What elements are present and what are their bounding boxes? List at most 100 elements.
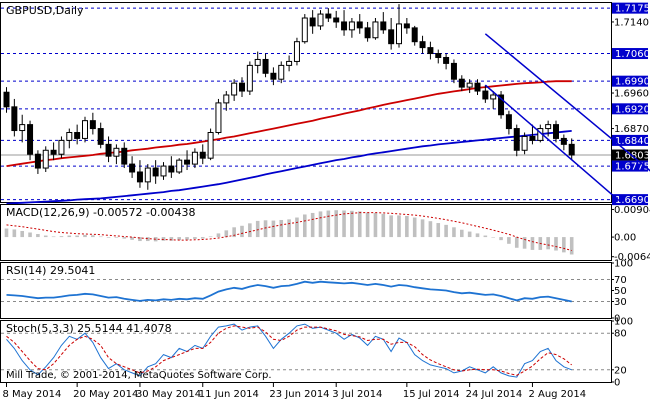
candle-body (113, 147, 120, 157)
macd-bar (255, 220, 260, 238)
macd-bar (436, 223, 441, 238)
candle-body (521, 135, 528, 151)
candle-body (3, 91, 10, 108)
macd-bar (75, 235, 79, 238)
candle-body (474, 82, 481, 92)
ma-fast-line (6, 130, 572, 205)
macd-bar (106, 237, 111, 238)
candle-body (215, 102, 222, 134)
macd-bar (161, 237, 166, 241)
macd-bar (130, 237, 134, 240)
candle-body (270, 72, 277, 80)
candle-body (58, 139, 65, 155)
rsi-line (6, 280, 572, 303)
macd-pane-frame (0, 204, 612, 261)
copyright: Mill Trade, © 2001-2014, MetaQuotes Soft… (6, 370, 272, 381)
macd-bar (334, 210, 338, 238)
candle-body (348, 21, 355, 31)
price-tick-label: 1.6870 (614, 124, 649, 135)
candle-body (254, 58, 261, 66)
candle-body (89, 120, 96, 130)
macd-bar (310, 212, 315, 238)
macd-bar (303, 214, 307, 238)
date-tick-label: 24 Jul 2014 (466, 389, 523, 400)
date-tick-label: 8 May 2014 (3, 389, 62, 400)
candle-body (356, 21, 363, 29)
candle-body (317, 13, 324, 27)
candle-body (121, 147, 128, 165)
date-tick-label: 2 Aug 2014 (528, 389, 586, 400)
date-tick-label: 3 Jul 2014 (332, 389, 382, 400)
rsi-tick-label: 30 (614, 297, 627, 308)
candle-body (286, 60, 293, 66)
level-label: 1.7175 (615, 4, 650, 15)
date-tick-label: 20 May 2014 (73, 389, 138, 400)
candle-body (435, 53, 442, 58)
candle-body (66, 132, 73, 141)
macd-bar (91, 235, 95, 238)
candle-body (364, 27, 371, 39)
level-tag (612, 134, 648, 146)
macd-bar (412, 217, 417, 238)
macd-bar (224, 230, 229, 238)
macd-bar (357, 211, 362, 238)
candle-body (443, 56, 450, 64)
candle-body (97, 128, 104, 145)
macd-bar (279, 219, 284, 238)
stoch-tick-label: 100 (614, 317, 633, 328)
trend-channel (484, 33, 650, 201)
level-tag (612, 103, 648, 115)
price-levels: 1.7175 1.7060 1.6990 1.6920 1.6840 1.6775 1.66… (1, 2, 650, 206)
candle-body (19, 124, 26, 132)
macd-bar (397, 215, 401, 238)
candle-body (199, 151, 206, 159)
macd-tick-label: 0.00 (614, 233, 636, 244)
date-tick-label: 11 Jun 2014 (199, 389, 259, 400)
candle-body (333, 17, 340, 23)
macd-bar (428, 221, 433, 238)
level-tag (612, 194, 648, 206)
macd-bar (389, 215, 393, 238)
candle-body (529, 135, 536, 141)
macd-bar (530, 237, 535, 250)
candle-body (427, 47, 434, 55)
stoch-tick-label: 0 (614, 378, 620, 389)
candle-body (505, 114, 512, 130)
stoch-label: Stoch(5,3,3) 25.5144 41.4078 (6, 322, 172, 335)
macd-bar (67, 235, 72, 238)
macd-bar (20, 230, 24, 238)
macd-bar (444, 224, 448, 238)
macd-tick-label: -0.00642 (614, 252, 650, 263)
candle-body (490, 94, 497, 100)
level-label: 1.6920 (615, 104, 650, 115)
macd-bar (287, 219, 291, 238)
candle-body (176, 159, 183, 173)
candle-body (293, 41, 300, 62)
macd-bar (232, 227, 236, 238)
candle-body (482, 90, 489, 100)
candle-body (458, 78, 465, 88)
level-label: 1.6775 (615, 162, 650, 173)
candles (3, 4, 575, 190)
macd-bar (185, 237, 189, 240)
candle-body (34, 153, 41, 169)
macd-bar (326, 210, 331, 238)
candle-body (513, 128, 520, 151)
macd-bar (114, 237, 119, 238)
level-tag (612, 160, 648, 172)
macd-label: MACD(12,26,9) -0.00572 -0.00438 (6, 206, 195, 219)
macd-tick-label: 0.00904 (614, 205, 650, 216)
macd-bar (51, 236, 56, 238)
macd-bar (12, 229, 17, 238)
macd-bar (420, 219, 425, 238)
macd-histogram (4, 210, 574, 255)
candle-body (152, 167, 159, 177)
macd-bar (200, 237, 205, 239)
channel-lower-line (484, 84, 620, 201)
macd-bar (43, 235, 48, 238)
rsi-tick-label: 50 (614, 286, 627, 297)
price-pane-frame (0, 2, 612, 203)
macd-bar (460, 229, 464, 238)
candle-body (278, 64, 285, 80)
